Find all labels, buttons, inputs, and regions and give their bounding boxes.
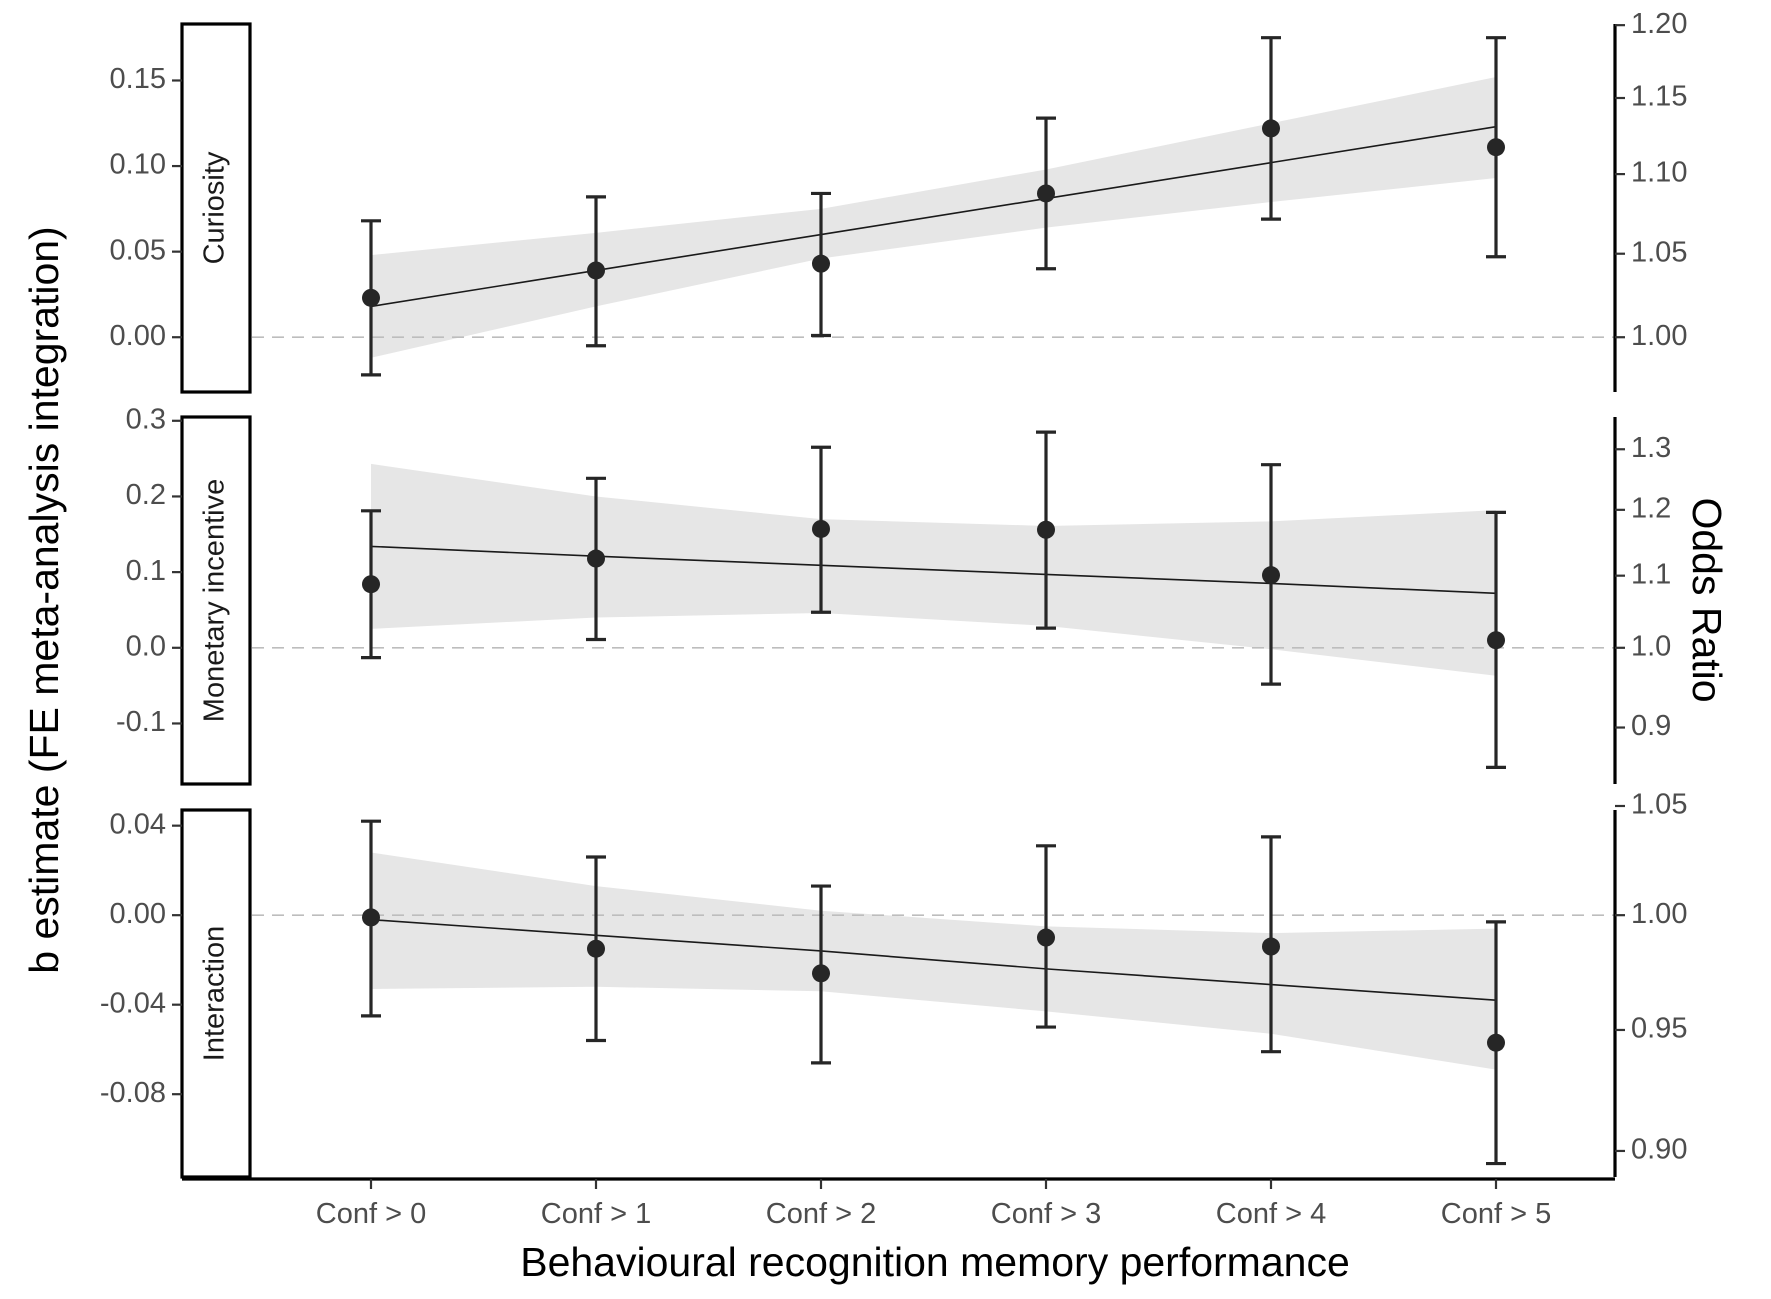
panel-curiosity: Curiosity 0.00 0.05 0.10 0.15 1.00 1.05 1.10 1.1… xyxy=(110,8,1687,394)
data-point xyxy=(362,575,380,594)
data-point xyxy=(362,288,380,307)
panel-monetary-incentive: Monetary incentive -0.1 0.0 0.1 0.2 0.3 0.9 1.0… xyxy=(116,403,1671,786)
y-tick-label: 0.0 xyxy=(126,630,166,662)
fit-line xyxy=(370,918,1497,1002)
data-point xyxy=(1262,566,1280,585)
y-tick-label: 0.3 xyxy=(126,403,166,435)
y-tick-label: 0.10 xyxy=(110,149,166,181)
or-tick-label: 1.00 xyxy=(1631,320,1687,352)
data-point xyxy=(1262,119,1280,138)
strip-label: Curiosity xyxy=(199,151,231,264)
y-tick-label: -0.08 xyxy=(100,1077,166,1109)
data-point xyxy=(812,254,830,273)
data-point xyxy=(1487,138,1505,157)
data-point xyxy=(587,939,605,958)
data-point xyxy=(1487,1033,1505,1052)
y-axis-title: b estimate (FE meta-analysis integration… xyxy=(21,226,67,973)
data-point xyxy=(812,519,830,538)
data-point xyxy=(812,964,830,983)
or-tick-label: 1.05 xyxy=(1631,236,1687,268)
chart-panels: Curiosity 0.00 0.05 0.10 0.15 1.00 1.05 1.10 1.1… xyxy=(100,8,1687,1179)
fit-line xyxy=(370,545,1497,595)
x-tick-label: Conf > 2 xyxy=(766,1198,876,1230)
fit-line xyxy=(370,125,1497,308)
strip-label: Monetary incentive xyxy=(199,479,231,722)
confidence-band xyxy=(371,77,1496,358)
strip-label: Interaction xyxy=(199,926,231,1061)
data-point xyxy=(1037,184,1055,203)
data-point xyxy=(362,908,380,927)
data-point xyxy=(1487,631,1505,650)
or-tick-label: 0.90 xyxy=(1631,1134,1687,1166)
or-tick-label: 0.9 xyxy=(1631,710,1671,742)
x-tick-label: Conf > 3 xyxy=(991,1198,1101,1230)
or-tick-label: 1.1 xyxy=(1631,558,1671,590)
or-tick-label: 1.20 xyxy=(1631,8,1687,40)
data-point xyxy=(1262,937,1280,956)
y-tick-label: 0.1 xyxy=(126,555,166,587)
or-tick-label: 0.95 xyxy=(1631,1013,1687,1045)
y-tick-label: 0.15 xyxy=(110,63,166,95)
x-tick-label: Conf > 0 xyxy=(316,1198,426,1230)
or-tick-label: 1.00 xyxy=(1631,898,1687,930)
panel-interaction: Interaction -0.08 -0.04 0.00 0.04 0.90 0.95 1.0… xyxy=(100,789,1687,1179)
y-tick-label: -0.1 xyxy=(116,706,166,738)
or-tick-label: 1.3 xyxy=(1631,432,1671,464)
or-tick-label: 1.2 xyxy=(1631,492,1671,524)
strip-box xyxy=(180,22,252,394)
x-axis-title: Behavioural recognition memory performan… xyxy=(520,1239,1350,1285)
x-tick-label: Conf > 1 xyxy=(541,1198,651,1230)
y-tick-label: 0.00 xyxy=(110,320,166,352)
strip-box xyxy=(180,415,252,786)
strip-box xyxy=(180,808,252,1179)
y-axis-right-title: Odds Ratio xyxy=(1684,497,1730,702)
or-tick-label: 1.05 xyxy=(1631,789,1687,821)
data-point xyxy=(587,261,605,280)
y-tick-label: -0.04 xyxy=(100,987,166,1019)
data-point xyxy=(1037,520,1055,539)
x-tick-label: Conf > 4 xyxy=(1216,1198,1326,1230)
x-tick-label: Conf > 5 xyxy=(1441,1198,1551,1230)
y-tick-label: 0.05 xyxy=(110,234,166,266)
or-tick-label: 1.15 xyxy=(1631,81,1687,113)
or-tick-label: 1.0 xyxy=(1631,630,1671,662)
y-tick-label: 0.2 xyxy=(126,479,166,511)
y-tick-label: 0.04 xyxy=(110,808,166,840)
x-axis: Conf > 0 Conf > 1 Conf > 2 Conf > 3 Conf > 4… xyxy=(182,1177,1615,1230)
confidence-band xyxy=(371,852,1496,1070)
y-tick-label: 0.00 xyxy=(110,898,166,930)
or-tick-label: 1.10 xyxy=(1631,157,1687,189)
data-point xyxy=(1037,928,1055,947)
data-point xyxy=(587,549,605,568)
